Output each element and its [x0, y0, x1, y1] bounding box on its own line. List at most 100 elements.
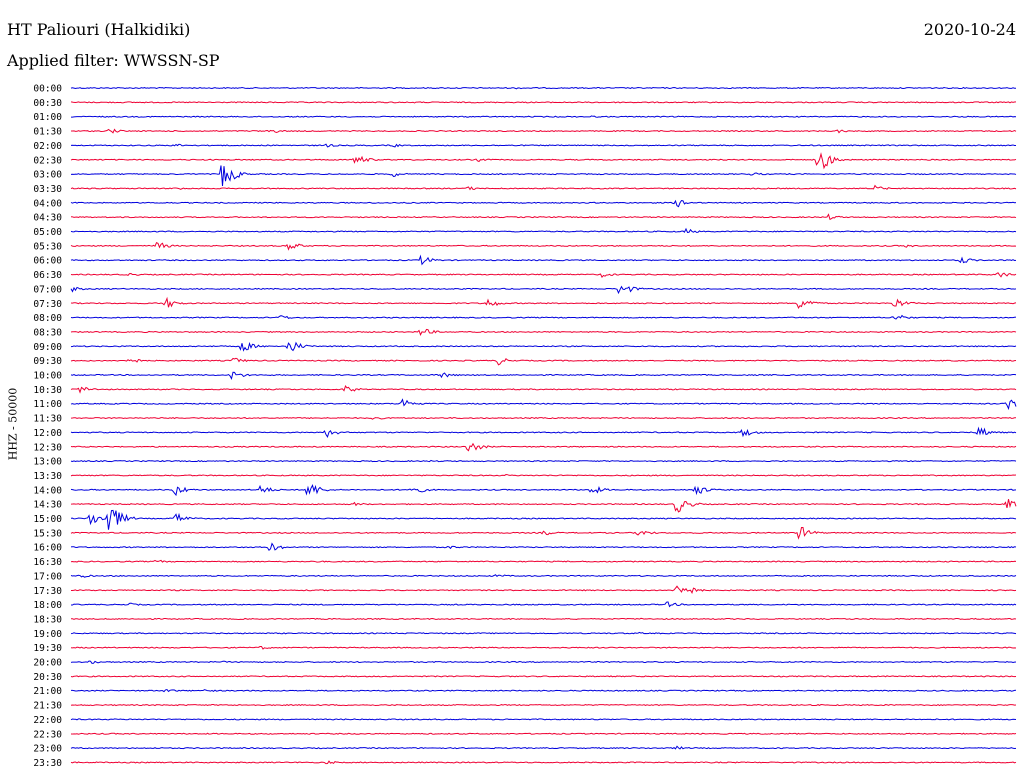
filter-label: Applied filter: WWSSN-SP: [7, 51, 220, 70]
seismic-traces: [70, 86, 1017, 765]
time-label-1700: 17:00: [33, 571, 62, 582]
time-label-0100: 01:00: [33, 112, 62, 123]
trace-2330: [70, 760, 1017, 765]
trace-2130: [70, 704, 1017, 707]
trace-1730: [70, 585, 1017, 594]
time-label-1330: 13:30: [33, 471, 62, 482]
time-label-0930: 09:30: [33, 356, 62, 367]
time-label-1930: 19:30: [33, 643, 62, 654]
trace-0530: [70, 241, 1017, 251]
trace-1030: [70, 385, 1017, 394]
station-title: HT Paliouri (Halkidiki): [7, 20, 191, 39]
time-label-1730: 17:30: [33, 586, 62, 597]
time-label-2000: 20:00: [33, 658, 62, 669]
time-label-2200: 22:00: [33, 715, 62, 726]
trace-0930: [70, 357, 1017, 366]
time-label-1000: 10:00: [33, 371, 62, 382]
time-label-1400: 14:00: [33, 485, 62, 496]
time-label-0530: 05:30: [33, 241, 62, 252]
time-labels: 00:00 00:30 01:00 01:30 02:00 02:30 03:00 03:30…: [33, 84, 62, 769]
trace-1200: [70, 426, 1017, 439]
time-label-1800: 18:00: [33, 600, 62, 611]
time-label-1500: 15:00: [33, 514, 62, 525]
trace-1500: [70, 509, 1017, 530]
trace-2200: [70, 718, 1017, 721]
time-label-2030: 20:30: [33, 672, 62, 683]
time-label-1230: 12:30: [33, 442, 62, 453]
time-label-1600: 16:00: [33, 543, 62, 554]
trace-0230: [70, 152, 1017, 170]
time-label-1530: 15:30: [33, 528, 62, 539]
trace-1000: [70, 371, 1017, 380]
time-label-1130: 11:30: [33, 414, 62, 425]
trace-0000: [70, 86, 1017, 90]
trace-2300: [70, 745, 1017, 750]
trace-0700: [70, 285, 1017, 295]
time-label-2330: 23:30: [33, 758, 62, 769]
time-label-2300: 23:00: [33, 744, 62, 755]
time-label-2230: 22:30: [33, 729, 62, 740]
date-label: 2020-10-24: [923, 20, 1016, 39]
trace-1800: [70, 601, 1017, 608]
time-label-0730: 07:30: [33, 299, 62, 310]
trace-1230: [70, 442, 1017, 452]
trace-1430: [70, 499, 1017, 513]
time-label-0500: 05:00: [33, 227, 62, 238]
trace-1530: [70, 526, 1017, 540]
trace-0430: [70, 213, 1017, 221]
trace-1830: [70, 617, 1017, 621]
time-label-0030: 00:30: [33, 98, 62, 109]
trace-0600: [70, 254, 1017, 266]
trace-2100: [70, 688, 1017, 693]
time-label-1900: 19:00: [33, 629, 62, 640]
trace-0800: [70, 314, 1017, 320]
time-label-0430: 04:30: [33, 213, 62, 224]
time-label-2100: 21:00: [33, 686, 62, 697]
trace-0100: [70, 115, 1017, 118]
trace-2230: [70, 732, 1017, 735]
time-label-1430: 14:30: [33, 500, 62, 511]
trace-1600: [70, 542, 1017, 552]
time-label-1030: 10:30: [33, 385, 62, 396]
time-label-0700: 07:00: [33, 284, 62, 295]
trace-0130: [70, 128, 1017, 134]
time-label-1200: 12:00: [33, 428, 62, 439]
trace-2030: [70, 675, 1017, 678]
time-label-0900: 09:00: [33, 342, 62, 353]
trace-0300: [70, 165, 1017, 186]
trace-0030: [70, 101, 1017, 104]
trace-0400: [70, 199, 1017, 208]
time-label-1300: 13:00: [33, 457, 62, 468]
trace-2000: [70, 660, 1017, 664]
time-label-0800: 08:00: [33, 313, 62, 324]
trace-1400: [70, 484, 1017, 497]
time-label-0230: 02:30: [33, 155, 62, 166]
time-label-1100: 11:00: [33, 399, 62, 410]
trace-0500: [70, 227, 1017, 233]
trace-1300: [70, 459, 1017, 463]
time-label-2130: 21:30: [33, 701, 62, 712]
trace-0900: [70, 341, 1017, 352]
time-label-0000: 00:00: [33, 84, 62, 95]
trace-0330: [70, 184, 1017, 191]
time-label-0830: 08:30: [33, 327, 62, 338]
time-label-0400: 04:00: [33, 198, 62, 209]
trace-1130: [70, 417, 1017, 420]
trace-0730: [70, 296, 1017, 309]
trace-0830: [70, 328, 1017, 336]
time-label-0330: 03:30: [33, 184, 62, 195]
trace-1630: [70, 559, 1017, 563]
time-label-0600: 06:00: [33, 256, 62, 267]
time-label-0200: 02:00: [33, 141, 62, 152]
trace-0630: [70, 272, 1017, 279]
time-label-1830: 18:30: [33, 614, 62, 625]
trace-0200: [70, 143, 1017, 148]
trace-1930: [70, 645, 1017, 650]
trace-1330: [70, 474, 1017, 477]
trace-1100: [70, 398, 1017, 411]
time-label-0630: 06:30: [33, 270, 62, 281]
trace-1900: [70, 631, 1017, 635]
trace-1700: [70, 574, 1017, 578]
time-label-1630: 16:30: [33, 557, 62, 568]
